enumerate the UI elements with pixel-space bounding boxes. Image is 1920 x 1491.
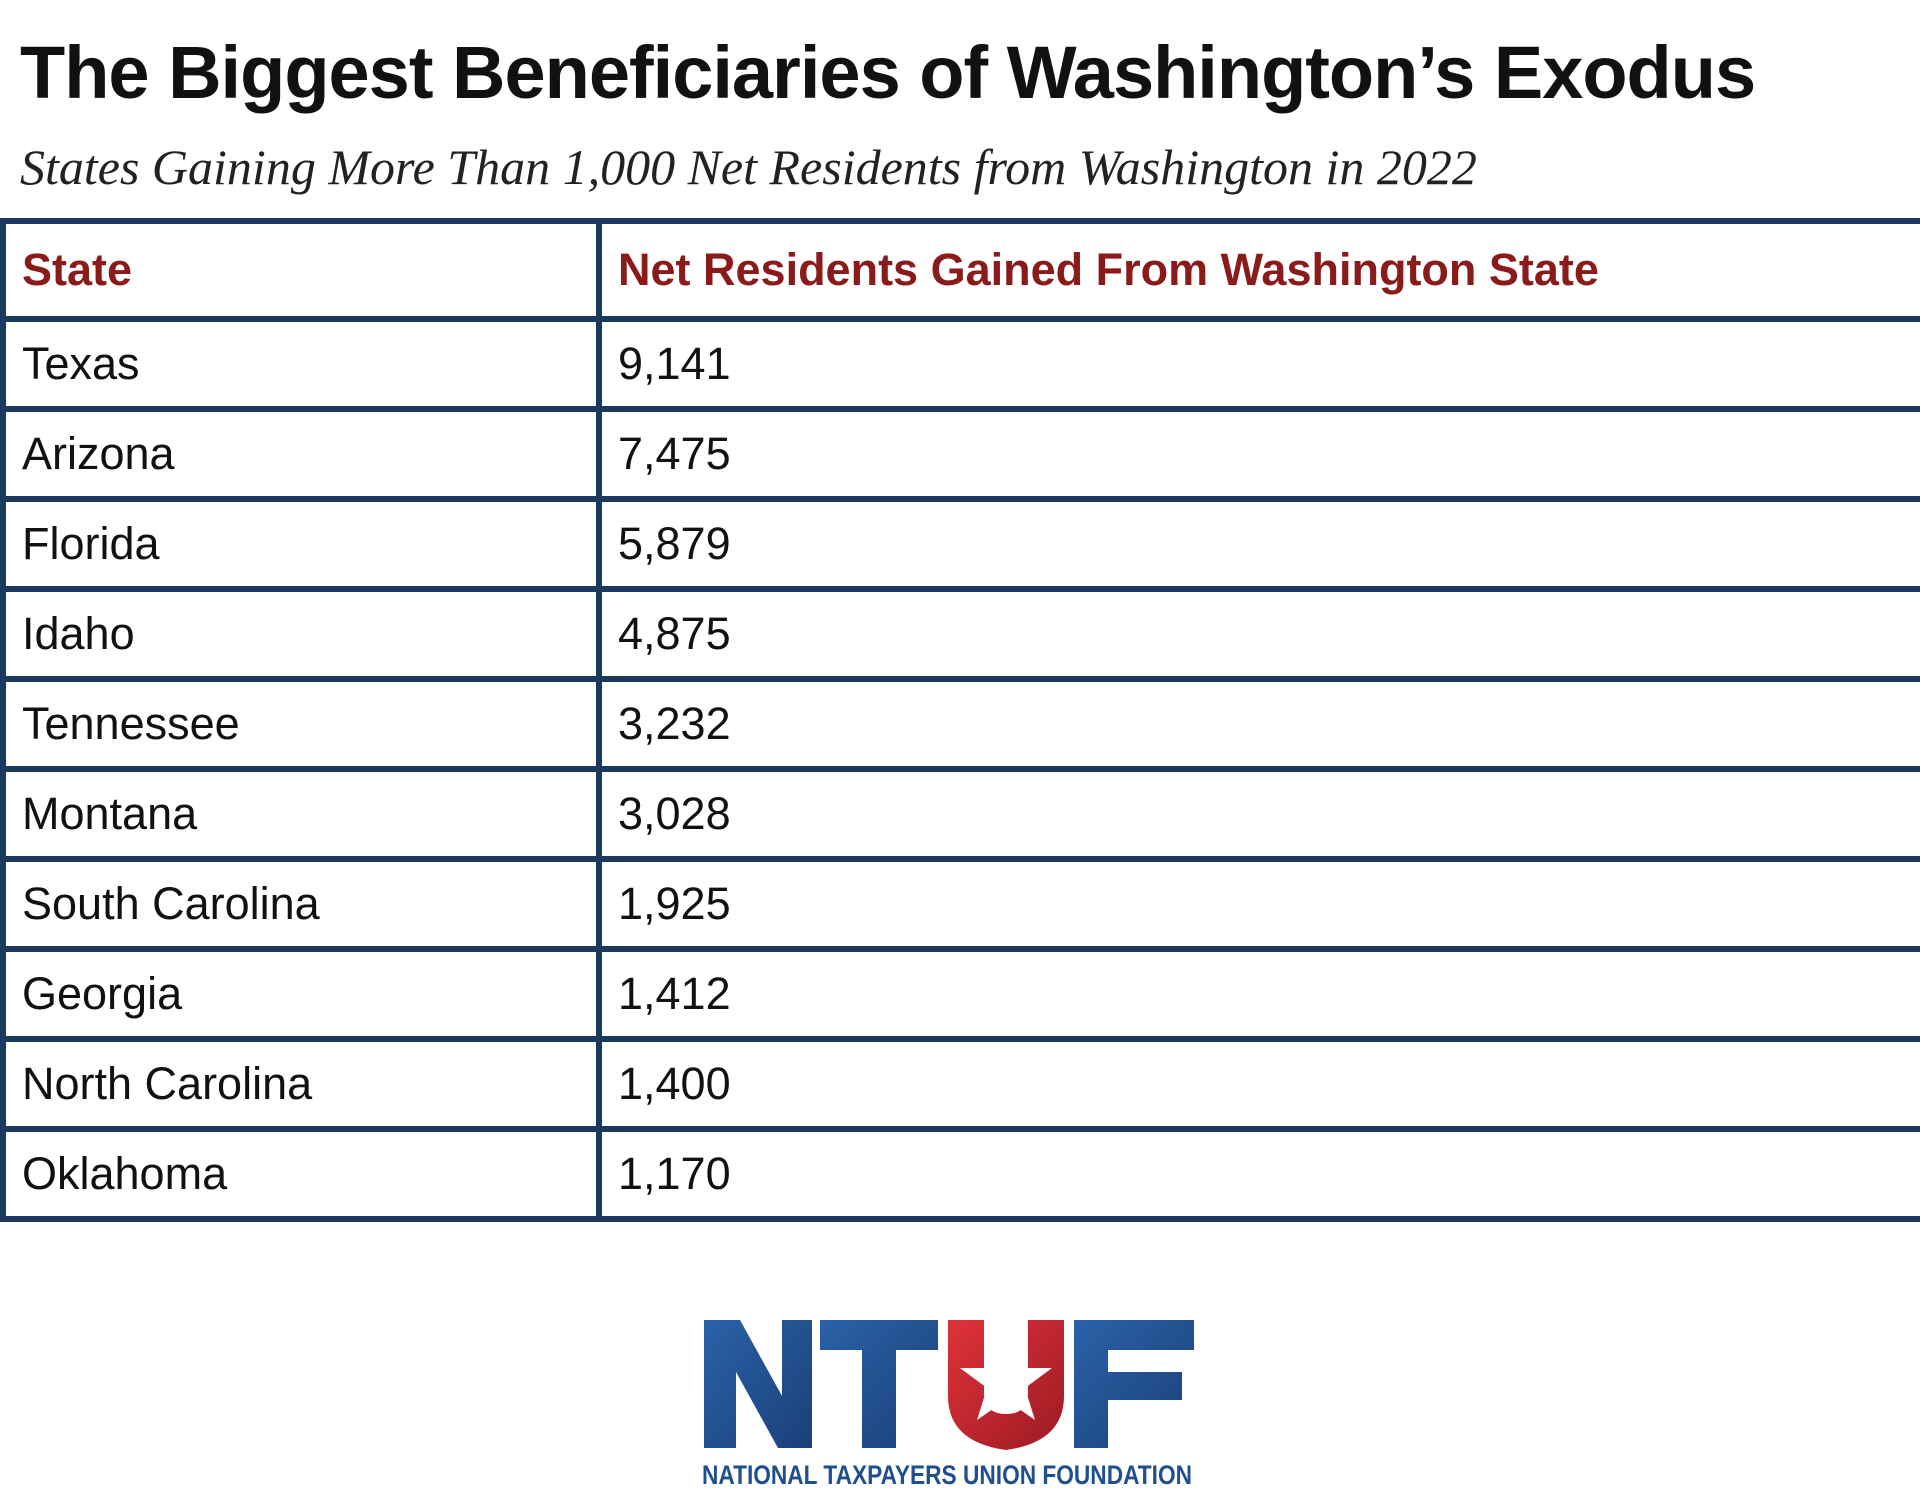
table-row: Montana 3,028 (0, 766, 1920, 862)
table-row: Oklahoma 1,170 (0, 1126, 1920, 1222)
table-row: Idaho 4,875 (0, 586, 1920, 682)
net-residents-cell: 1,925 (596, 856, 1920, 952)
table-row: Arizona 7,475 (0, 406, 1920, 502)
net-residents-cell: 3,028 (596, 766, 1920, 862)
net-residents-cell: 1,170 (596, 1126, 1920, 1222)
state-cell: South Carolina (0, 856, 602, 952)
table-row: Georgia 1,412 (0, 946, 1920, 1042)
state-cell: Florida (0, 496, 602, 592)
net-residents-cell: 3,232 (596, 676, 1920, 772)
ntuf-logo: NATIONAL TAXPAYERS UNION FOUNDATION (702, 1320, 1194, 1490)
column-header-net-residents: Net Residents Gained From Washington Sta… (596, 218, 1920, 322)
state-cell: North Carolina (0, 1036, 602, 1132)
state-cell: Oklahoma (0, 1126, 602, 1222)
logo-shield (948, 1320, 1064, 1450)
net-residents-cell: 4,875 (596, 586, 1920, 682)
state-cell: Georgia (0, 946, 602, 1042)
logo-tagline: NATIONAL TAXPAYERS UNION FOUNDATION (702, 1460, 1192, 1490)
table-row: Texas 9,141 (0, 316, 1920, 412)
net-residents-cell: 1,400 (596, 1036, 1920, 1132)
star-icon (960, 1336, 1052, 1420)
column-header-state: State (0, 218, 602, 322)
table-row: Florida 5,879 (0, 496, 1920, 592)
net-residents-cell: 7,475 (596, 406, 1920, 502)
state-cell: Montana (0, 766, 602, 862)
net-residents-cell: 5,879 (596, 496, 1920, 592)
net-residents-cell: 1,412 (596, 946, 1920, 1042)
state-cell: Arizona (0, 406, 602, 502)
table-row: North Carolina 1,400 (0, 1036, 1920, 1132)
state-cell: Tennessee (0, 676, 602, 772)
table-row: Tennessee 3,232 (0, 676, 1920, 772)
state-cell: Texas (0, 316, 602, 412)
chart-title: The Biggest Beneficiaries of Washington’… (20, 31, 1756, 114)
logo-letter-t (820, 1320, 938, 1448)
header-row: State Net Residents Gained From Washingt… (0, 218, 1920, 322)
logo-letter-f (1074, 1320, 1194, 1448)
logo-letter-n (704, 1320, 812, 1448)
data-table: State Net Residents Gained From Washingt… (0, 218, 1920, 1284)
net-residents-cell: 9,141 (596, 316, 1920, 412)
state-cell: Idaho (0, 586, 602, 682)
table-row: South Carolina 1,925 (0, 856, 1920, 952)
chart-subtitle: States Gaining More Than 1,000 Net Resid… (20, 139, 1477, 195)
